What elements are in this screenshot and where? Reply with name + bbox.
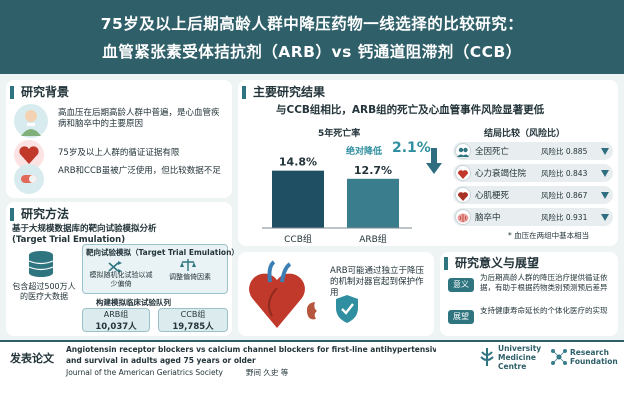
database-icon bbox=[26, 250, 56, 278]
brain-icon bbox=[455, 209, 471, 225]
tte-label: 靶向试验模拟（Target Trial Emulation） bbox=[86, 248, 239, 257]
foundation-logo-icon bbox=[550, 348, 568, 366]
balance-icon bbox=[180, 257, 196, 271]
database-label: 包含超过500万人的医疗大数据 bbox=[12, 282, 76, 301]
risk-hr-3: 风险比 0.931 bbox=[541, 213, 588, 222]
bar-value-label: 14.8% bbox=[279, 156, 317, 169]
organ-heart-illustration bbox=[244, 258, 310, 332]
abs-reduction-value: 2.1% bbox=[392, 140, 431, 156]
paper-title-2: and survival in adults aged 75 years or … bbox=[66, 356, 256, 365]
risk-label-1: 心力衰竭住院 bbox=[475, 169, 527, 179]
significance-text-0: 为后期高龄人群的降压治疗提供循证依据，有助于根据药物类别预测预后差异 bbox=[480, 273, 608, 292]
background-item-2: 75岁及以上人群的循证证据有限 bbox=[58, 148, 180, 158]
logo1-line3: Centre bbox=[498, 362, 527, 371]
methods-intro-en: (Target Trial Emulation) bbox=[12, 235, 126, 245]
risk-hr-1: 风险比 0.843 bbox=[541, 169, 588, 178]
footer-label: 发表论文 bbox=[10, 352, 54, 365]
risk-footnote: * 血压在两组中基本相当 bbox=[508, 231, 590, 240]
results-subtitle: 与CCB组相比，ARB组的死亡及心血管事件风险显著更低 bbox=[276, 104, 545, 116]
risk-label-2: 心肌梗死 bbox=[475, 191, 510, 201]
journal-name: Journal of the American Geriatrics Socie… bbox=[66, 368, 223, 377]
tag-outlook: 展望 bbox=[448, 310, 474, 324]
significance-title: 研究意义与展望 bbox=[444, 257, 539, 270]
mortality-title: 5年死亡率 bbox=[318, 129, 361, 139]
risk-title: 结局比较（风险比） bbox=[484, 129, 566, 139]
significance-text-1: 支持健康寿命延长的个体化医疗的实现 bbox=[480, 306, 608, 315]
risk-row-heart-failure: 心力衰竭住院 风险比 0.843 bbox=[453, 164, 613, 182]
title-line-2: 血管紧张素受体拮抗剂（ARB）vs 钙通道阻滞剂（CCB） bbox=[102, 43, 522, 61]
background-item-1: 高血压在后期高龄人群中普遍，是心血管疾病和脑卒中的主要原因 bbox=[58, 108, 220, 129]
down-arrow-icon bbox=[601, 148, 609, 155]
arb-group-box bbox=[82, 308, 150, 332]
paper-title-1: Angiotensin receptor blockers vs calcium… bbox=[66, 345, 436, 354]
background-item-3: ARB和CCB虽被广泛使用，但比较数据不足 bbox=[58, 166, 221, 176]
risk-row-all-cause: 全因死亡 风险比 0.885 bbox=[453, 142, 613, 160]
pills-icon bbox=[14, 164, 44, 194]
down-arrow-icon bbox=[426, 148, 442, 174]
bar-ccb bbox=[272, 170, 324, 228]
heart-icon bbox=[14, 140, 44, 170]
logo2-line1: Research bbox=[570, 348, 609, 357]
shuffle-icon bbox=[108, 258, 124, 273]
ccb-group-count: 19,785人 bbox=[172, 322, 214, 332]
footer-bar bbox=[0, 340, 624, 400]
bar-value-label: 12.7% bbox=[354, 164, 392, 177]
logo2-line2: Foundation bbox=[570, 357, 618, 366]
arb-group-label: ARB组 bbox=[103, 310, 129, 319]
category-label: ARB组 bbox=[359, 233, 387, 245]
risk-row-stroke: 脑卒中 风险比 0.931 bbox=[453, 208, 613, 226]
shield-icon bbox=[334, 294, 360, 324]
tte-step-2: 调整偏倚因素 bbox=[169, 273, 211, 281]
arb-group-count: 10,037人 bbox=[95, 322, 137, 332]
risk-label-3: 脑卒中 bbox=[475, 213, 501, 223]
mechanism-text: ARB可能通过独立于降压的机制对器官起到保护作用 bbox=[330, 266, 425, 298]
risk-hr-0: 风险比 0.885 bbox=[541, 147, 588, 156]
people-icon bbox=[455, 143, 471, 159]
tte-step-1: 模拟随机化试验以减少偏倚 bbox=[89, 271, 153, 288]
down-arrow-icon bbox=[601, 170, 609, 177]
kidney-icon bbox=[304, 300, 326, 322]
abs-reduction-label: 绝对降低 bbox=[346, 147, 383, 157]
risk-label-0: 全因死亡 bbox=[475, 147, 510, 157]
heart-icon bbox=[455, 187, 471, 203]
ccb-group-label: CCB组 bbox=[180, 310, 206, 319]
elderly-person-icon bbox=[14, 104, 48, 138]
down-arrow-icon bbox=[601, 192, 609, 199]
tte-box bbox=[82, 244, 228, 294]
risk-hr-2: 风险比 0.867 bbox=[541, 191, 588, 200]
bar-arb bbox=[347, 178, 399, 228]
ccb-group-box bbox=[158, 308, 228, 332]
tag-significance: 意义 bbox=[448, 278, 474, 292]
methods-title: 研究方法 bbox=[10, 208, 69, 221]
title-line-1: 75岁及以上后期高龄人群中降压药物一线选择的比较研究： bbox=[100, 15, 524, 33]
logo1-line2: Medicine bbox=[498, 353, 536, 362]
mortality-bar-chart: 14.8% CCB组 12.7% ARB组 bbox=[262, 156, 412, 245]
methods-intro: 基于大规模数据库的靶向试验模拟分析 bbox=[12, 224, 157, 234]
results-title: 主要研究结果 bbox=[242, 86, 325, 99]
title-banner: 75岁及以上后期高龄人群中降压药物一线选择的比较研究： 血管紧张素受体拮抗剂（A… bbox=[0, 0, 624, 74]
cohort-label: 构建模拟临床试验队列 bbox=[96, 298, 171, 307]
category-label: CCB组 bbox=[284, 233, 312, 245]
heart-icon bbox=[455, 165, 471, 181]
logo1-line1: University bbox=[498, 344, 542, 353]
university-logo-icon bbox=[478, 346, 496, 368]
background-title: 研究背景 bbox=[10, 86, 69, 99]
author-name: 野间 久史 等 bbox=[246, 368, 289, 377]
down-arrow-icon bbox=[601, 214, 609, 221]
risk-row-mi: 心肌梗死 风险比 0.867 bbox=[453, 186, 613, 204]
